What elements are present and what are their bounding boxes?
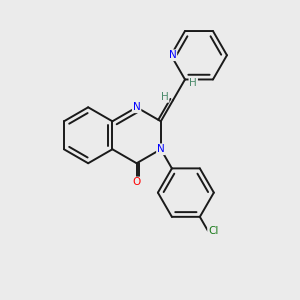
- Text: O: O: [133, 177, 141, 188]
- Text: N: N: [169, 50, 176, 60]
- Text: H: H: [189, 78, 197, 88]
- Text: N: N: [157, 144, 165, 154]
- Text: Cl: Cl: [208, 226, 218, 236]
- Text: N: N: [133, 102, 140, 112]
- Text: H: H: [161, 92, 169, 102]
